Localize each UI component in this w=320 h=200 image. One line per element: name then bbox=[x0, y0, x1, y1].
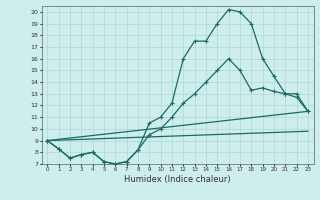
X-axis label: Humidex (Indice chaleur): Humidex (Indice chaleur) bbox=[124, 175, 231, 184]
